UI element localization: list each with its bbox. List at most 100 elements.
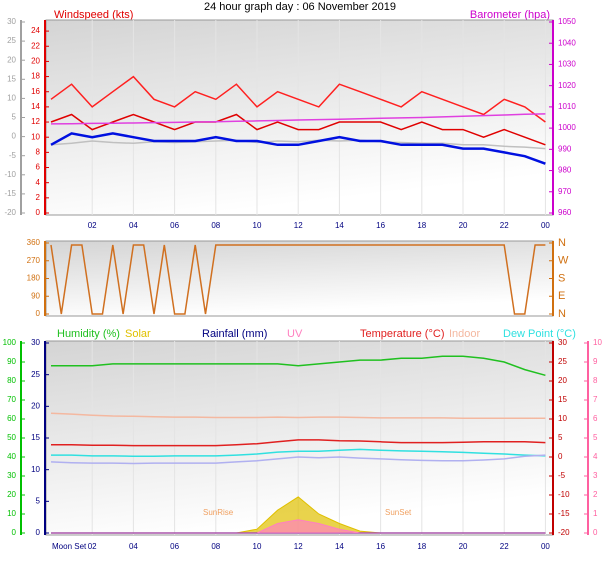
y-tick-label: 8 (36, 147, 41, 156)
legend-label: Humidity (%) (57, 328, 120, 340)
line (50, 75, 546, 123)
y-tick-label: 0 (12, 528, 17, 537)
legend-label: Temperature (°C) (360, 328, 444, 340)
x-tick-label: 10 (253, 542, 262, 551)
y-tick-label: 1010 (558, 102, 576, 111)
x-tick-label: 14 (335, 542, 344, 551)
legend-label: Dew Point (°C) (503, 328, 576, 340)
x-tick-label: 02 (88, 221, 97, 230)
y-tick-label: 15 (31, 433, 40, 442)
y-tick-label: 40 (7, 452, 16, 461)
y-tick-label: E (558, 290, 565, 302)
legend-label: UV (287, 328, 303, 340)
y-tick-label: -5 (558, 471, 566, 480)
y-tick-label: 1030 (558, 60, 576, 69)
x-tick-label: 20 (459, 542, 468, 551)
y-tick-label: 70 (7, 395, 16, 404)
x-tick-label: 06 (170, 221, 179, 230)
y-tick-label: 30 (558, 338, 567, 347)
y-tick-label: 25 (31, 370, 40, 379)
x-tick-label: 02 (88, 542, 97, 551)
x-tick-label: 20 (459, 221, 468, 230)
legend-label: Indoor (449, 328, 481, 340)
y-tick-label: 4 (36, 178, 41, 187)
x-tick-label: 10 (253, 221, 262, 230)
annotation: SunRise (203, 508, 234, 517)
y-tick-label: 80 (7, 376, 16, 385)
y-tick-label: 10 (31, 465, 40, 474)
y-tick-label: S (558, 272, 565, 284)
line (51, 448, 546, 457)
y-tick-label: 100 (3, 338, 17, 347)
chart-title: 24 hour graph day : 06 November 2019 (204, 1, 396, 13)
y-tick-label: 4 (593, 452, 598, 461)
y-tick-label: 0 (593, 528, 598, 537)
y-tick-label: 20 (31, 57, 40, 66)
x-tick-label: 12 (294, 221, 303, 230)
plot-area (45, 19, 554, 216)
x-tick-label: 18 (417, 221, 426, 230)
y-tick-label: 60 (7, 414, 16, 423)
y-tick-label: 30 (31, 338, 40, 347)
y-tick-label: 15 (7, 74, 16, 83)
y-tick-label: 20 (7, 55, 16, 64)
y-tick-label: 960 (558, 208, 572, 217)
x-tick-label: 22 (500, 542, 509, 551)
y-tick-label: 10 (593, 338, 602, 347)
y-tick-label: 1040 (558, 38, 576, 47)
y-tick-label: 20 (558, 376, 567, 385)
y-tick-label: 22 (31, 41, 40, 50)
line (50, 412, 546, 419)
y-tick-label: 5 (36, 496, 41, 505)
y-tick-label: -15 (4, 189, 16, 198)
y-tick-label: 25 (558, 357, 567, 366)
x-tick-label: 12 (294, 542, 303, 551)
y-tick-label: 90 (31, 291, 40, 300)
y-tick-label: 10 (7, 94, 16, 103)
y-tick-label: 0 (12, 132, 17, 141)
line (50, 244, 546, 315)
x-tick-label: 08 (211, 542, 220, 551)
y-tick-label: 10 (31, 132, 40, 141)
y-tick-label: 10 (558, 414, 567, 423)
y-tick-label: 2 (593, 490, 598, 499)
y-tick-label: N (558, 237, 566, 249)
y-axis-label: Windspeed (kts) (54, 9, 133, 21)
y-tick-label: -10 (558, 490, 570, 499)
x-tick-label: 08 (211, 221, 220, 230)
y-tick-label: W (558, 255, 569, 267)
x-tick-label: 00 (541, 221, 550, 230)
area (51, 519, 546, 534)
y-tick-label: 360 (27, 238, 41, 247)
x-tick-label: 00 (541, 542, 550, 551)
y-tick-label: 1 (593, 509, 598, 518)
y2-axis-label: Barometer (hpa) (470, 9, 550, 21)
y-tick-label: 180 (27, 274, 41, 283)
y-tick-label: 5 (12, 113, 17, 122)
x-tick-label: 04 (129, 542, 138, 551)
plot-area (45, 240, 554, 317)
y-tick-label: 6 (593, 414, 598, 423)
annotation: Moon Set (52, 542, 87, 551)
y-tick-label: 3 (593, 471, 598, 480)
y-tick-label: 5 (593, 433, 598, 442)
y-tick-label: -15 (558, 509, 570, 518)
line (51, 355, 546, 377)
x-tick-label: 06 (170, 542, 179, 551)
line (50, 132, 546, 165)
y-tick-label: 50 (7, 433, 16, 442)
x-tick-label: 16 (376, 542, 385, 551)
y-tick-label: 30 (7, 471, 16, 480)
y-tick-label: -5 (9, 151, 17, 160)
y-tick-label: 990 (558, 144, 572, 153)
y-tick-label: 7 (593, 395, 598, 404)
line (50, 113, 546, 146)
y-tick-label: 0 (36, 528, 41, 537)
y-tick-label: 6 (36, 163, 41, 172)
y-tick-label: 0 (558, 452, 563, 461)
annotation: SunSet (385, 508, 412, 517)
y-tick-label: 8 (593, 376, 598, 385)
line (51, 439, 546, 447)
y-tick-label: 24 (31, 26, 40, 35)
